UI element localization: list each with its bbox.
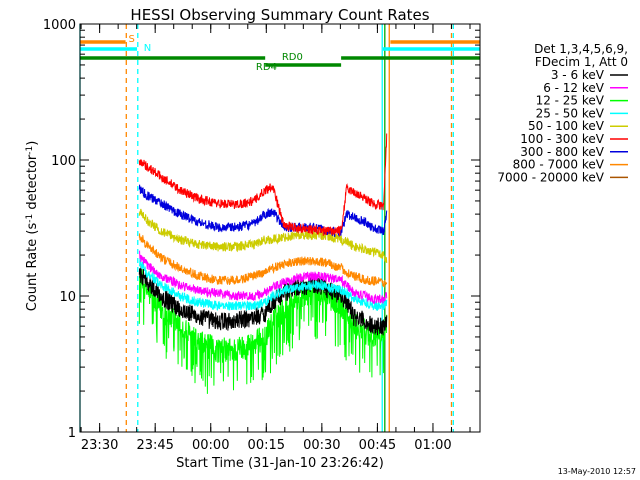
x-tick-label: 00:15 [248, 438, 285, 453]
x-tick-label: 00:45 [359, 438, 396, 453]
y-tick-label: 1000 [43, 18, 76, 33]
series-800-7000-kev-line [138, 233, 388, 288]
plot-frame [79, 23, 481, 433]
series-12-25-kev-line [138, 268, 388, 394]
legend: Det 1,3,4,5,6,9, FDecim 1, Att 0 3 - 6 k… [497, 42, 628, 184]
rd0-flag-label: RD0 [282, 52, 303, 63]
rd4-flag-label: RD4 [256, 62, 277, 73]
legend-entry-label: 100 - 300 keV [520, 132, 604, 146]
plot-area [79, 24, 454, 432]
legend-entry-label: 7000 - 20000 keV [497, 170, 604, 184]
x-tick-label: 23:30 [81, 438, 118, 453]
y-axis-label-sup1: -1 [25, 214, 35, 223]
y-axis-label: Count Rate (s-1 detector-1) [25, 141, 40, 312]
saa-flag-label: S [129, 34, 135, 45]
legend-entry-label: 800 - 7000 keV [513, 158, 605, 172]
series-300-800-kev-line [138, 184, 388, 237]
series-50-100-kev-line [138, 208, 388, 264]
y-tick-label: 10 [59, 290, 76, 305]
y-tick-label: 100 [51, 154, 76, 169]
y-tick-label: 1 [68, 426, 76, 441]
legend-entry-label: 6 - 12 keV [543, 81, 605, 95]
flag-layer: SN RD0 RD4 [80, 34, 480, 73]
x-axis-label: Start Time (31-Jan-10 23:26:42) [176, 456, 384, 471]
legend-header-decimation: FDecim 1, Att 0 [535, 55, 628, 69]
chart-title: HESSI Observing Summary Count Rates [130, 6, 429, 24]
y-axis-label-sup2: -1 [25, 146, 35, 155]
x-tick-label: 01:00 [414, 438, 451, 453]
series-layer [138, 133, 388, 394]
y-axis-label-part2: detector [25, 154, 40, 214]
series-6-12-kev-line [138, 249, 388, 304]
series-25-50-kev-line [138, 258, 388, 312]
legend-entry-label: 50 - 100 keV [528, 119, 605, 133]
legend-entry-label: 3 - 6 keV [551, 68, 605, 82]
x-tick-label: 23:45 [136, 438, 173, 453]
legend-entry-label: 12 - 25 keV [536, 94, 605, 108]
x-tick-label: 00:30 [303, 438, 340, 453]
series-100-300-kev-line [138, 133, 388, 236]
legend-header-detectors: Det 1,3,4,5,6,9, [534, 42, 628, 56]
axes: 1 10 100 1000 23:30 23:45 00:00 00:15 00:30 00:45… [43, 18, 481, 453]
x-tick-label: 00:00 [192, 438, 229, 453]
y-axis-label-part1: Count Rate (s [25, 223, 40, 312]
legend-entry-label: 300 - 800 keV [520, 145, 604, 159]
footer-timestamp: 13-May-2010 12:57 [558, 467, 636, 476]
night-flag-label: N [144, 43, 151, 54]
y-axis-label-part3: ) [25, 141, 40, 146]
legend-entry-label: 25 - 50 keV [536, 106, 605, 120]
